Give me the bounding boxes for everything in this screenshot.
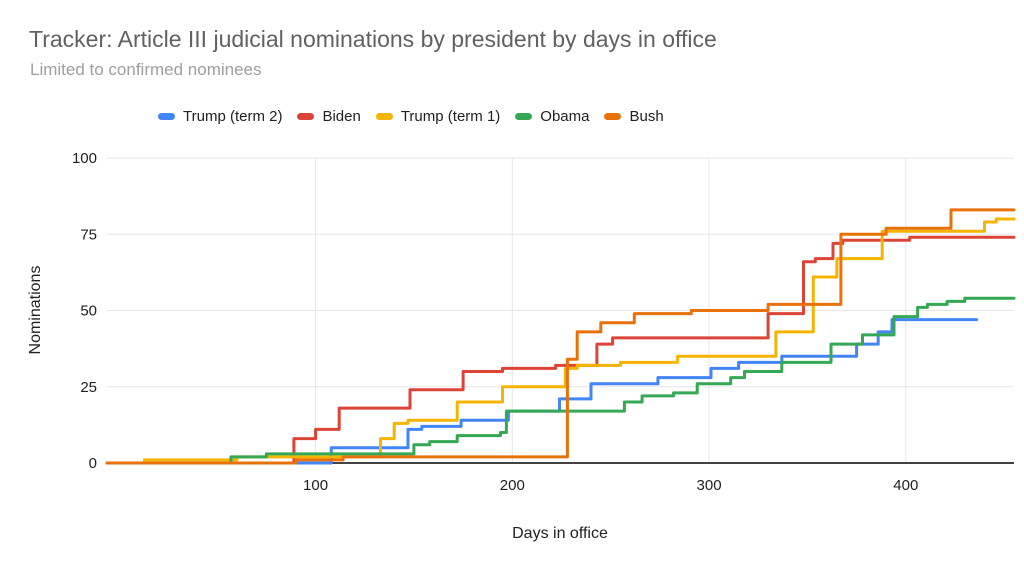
legend: Trump (term 2) Biden Trump (term 1) Obama Bu…	[158, 108, 664, 125]
legend-swatch-obama	[515, 113, 533, 120]
legend-label-obama: Obama	[540, 108, 590, 125]
legend-item-trump-term-1: Trump (term 1)	[375, 108, 501, 125]
series-line-trump-term-2[interactable]	[105, 318, 979, 465]
chart-subtitle: Limited to confirmed nominees	[30, 60, 262, 79]
legend-label-trump-term-2: Trump (term 2)	[183, 108, 283, 125]
legend-label-bush: Bush	[629, 108, 664, 125]
legend-swatch-bush	[604, 113, 622, 120]
legend-item-obama: Obama	[515, 108, 589, 125]
x-tick-label: 100	[303, 477, 328, 494]
x-tick-label: 300	[697, 477, 722, 494]
series-line-biden[interactable]	[105, 235, 1016, 465]
legend-label-trump-term-1: Trump (term 1)	[400, 108, 501, 125]
y-tick-label: 50	[80, 303, 97, 320]
legend-item-biden: Biden	[297, 108, 361, 125]
y-axis-title: Nominations	[27, 265, 44, 355]
legend-label-biden: Biden	[322, 108, 361, 125]
x-axis-title: Days in office	[512, 525, 608, 542]
y-tick-label: 75	[80, 226, 97, 243]
x-tick-label: 200	[500, 477, 525, 494]
y-tick-label: 0	[89, 455, 97, 472]
legend-item-trump-term-2: Trump (term 2)	[158, 108, 282, 125]
legend-swatch-biden	[297, 113, 315, 120]
series-line-obama[interactable]	[105, 296, 1016, 465]
series-line-bush[interactable]	[105, 208, 1016, 465]
chart-title: Tracker: Article III judicial nomination…	[29, 26, 717, 52]
legend-item-bush: Bush	[604, 108, 664, 125]
legend-swatch-trump-term-2	[158, 113, 175, 120]
x-tick-label: 400	[893, 477, 918, 494]
y-tick-label: 25	[80, 379, 97, 396]
y-tick-label: 100	[72, 150, 97, 167]
legend-swatch-trump-term-1	[375, 113, 393, 120]
